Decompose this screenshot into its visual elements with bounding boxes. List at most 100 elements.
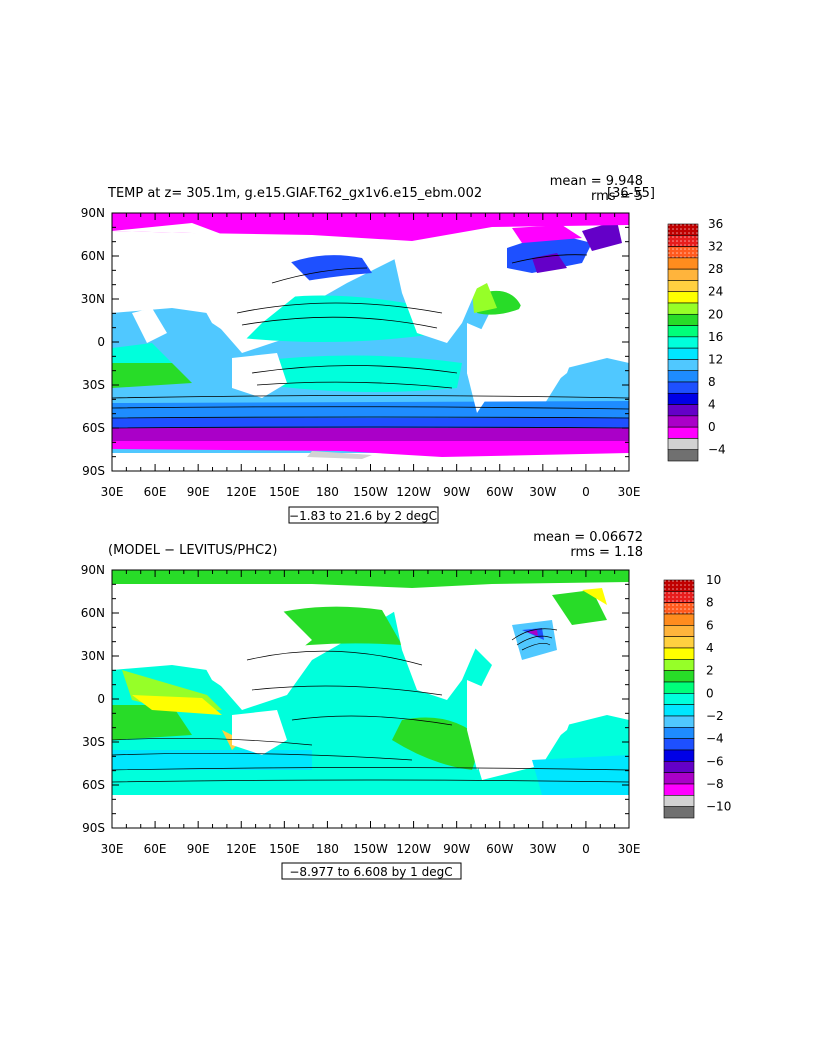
panel2-map (112, 570, 629, 828)
panel2-colorbar: 10 8 6 4 2 0 −2 −4 −6 −8 −10 (663, 573, 731, 819)
colorbar-label: 4 (706, 641, 714, 655)
panel2-rms: rms = 1.18 (570, 545, 643, 560)
y-tick-label: 60S (82, 778, 105, 792)
colorbar-swatch (663, 761, 695, 773)
x-tick-label: 60W (486, 842, 513, 856)
colorbar-swatch (663, 783, 695, 796)
panel2-range-label: −8.977 to 6.608 by 1 degC (289, 865, 452, 879)
colorbar-label: 16 (708, 330, 723, 344)
panel1-rms: rms = 5 (591, 189, 643, 204)
x-tick-label: 30E (101, 842, 124, 856)
y-tick-label: 60N (81, 606, 105, 620)
panel1-map (112, 213, 629, 471)
colorbar-label: 2 (706, 664, 714, 678)
colorbar-swatch (663, 772, 695, 785)
colorbar-label: 8 (706, 596, 714, 610)
colorbar-label: 24 (708, 285, 723, 299)
colorbar-swatch-hatch (668, 224, 698, 236)
colorbar-swatch (667, 359, 699, 372)
y-tick-label: 90N (81, 206, 105, 220)
colorbar-swatch (667, 302, 699, 315)
colorbar-swatch (667, 381, 699, 394)
colorbar-label: −4 (706, 732, 724, 746)
colorbar-swatch (663, 625, 695, 637)
colorbar-label: 4 (708, 398, 716, 412)
x-tick-label: 60E (144, 842, 167, 856)
colorbar-label: 12 (708, 352, 723, 366)
colorbar-swatch (667, 257, 699, 270)
colorbar-swatch (667, 268, 699, 281)
colorbar-label: 32 (708, 240, 723, 254)
colorbar-swatch (663, 704, 695, 717)
y-tick-label: 90S (82, 821, 105, 835)
colorbar-swatch (667, 415, 699, 428)
colorbar-label: −6 (706, 754, 724, 768)
y-tick-label: 90N (81, 563, 105, 577)
y-tick-label: 0 (97, 692, 105, 706)
colorbar-label: 0 (706, 686, 714, 700)
panel1-x-axis: 30E 60E 90E 120E 150E 180 150W 120W 90W 60W 30W 0 30… (101, 213, 640, 499)
x-tick-label: 30E (101, 485, 124, 499)
x-tick-label: 0 (582, 842, 590, 856)
x-tick-label: 0 (582, 485, 590, 499)
colorbar-swatch (663, 681, 695, 694)
colorbar-swatch (667, 347, 699, 360)
x-tick-label: 150W (353, 842, 388, 856)
x-tick-label: 90W (443, 842, 470, 856)
y-tick-label: 30N (81, 649, 105, 663)
panel1-colorbar: 36 32 28 24 20 16 12 8 4 0 −4 (667, 217, 726, 462)
y-tick-label: 0 (97, 335, 105, 349)
colorbar-swatch (663, 693, 695, 705)
colorbar-swatch (667, 438, 699, 451)
colorbar-label: −10 (706, 800, 731, 814)
colorbar-swatch (667, 291, 699, 304)
x-tick-label: 90E (187, 485, 210, 499)
colorbar-swatch (663, 749, 695, 762)
x-tick-label: 150W (353, 485, 388, 499)
y-tick-label: 60N (81, 249, 105, 263)
colorbar-swatch-hatch (668, 246, 698, 258)
colorbar-swatch (667, 280, 699, 293)
panel2-title: (MODEL − LEVITUS/PHC2) (108, 543, 277, 558)
x-tick-label: 90W (443, 485, 470, 499)
colorbar-swatch (667, 370, 699, 383)
colorbar-swatch (663, 727, 695, 739)
colorbar-label: 20 (708, 307, 723, 321)
colorbar-swatch-hatch (664, 580, 694, 592)
x-tick-label: 30W (529, 485, 556, 499)
colorbar-swatch (667, 313, 699, 326)
x-tick-label: 60E (144, 485, 167, 499)
colorbar-swatch (663, 806, 695, 819)
colorbar-label: 0 (708, 420, 716, 434)
colorbar-swatch (667, 325, 699, 338)
panel-difference: (MODEL − LEVITUS/PHC2) mean = 0.06672 rm… (81, 530, 731, 880)
colorbar-label: 10 (706, 573, 721, 587)
x-tick-label: 90E (187, 842, 210, 856)
panel2-mean: mean = 0.06672 (533, 530, 643, 545)
colorbar-label: −8 (706, 777, 724, 791)
colorbar-swatch (663, 636, 695, 649)
y-tick-label: 60S (82, 421, 105, 435)
panel1-range-label: −1.83 to 21.6 by 2 degC (289, 509, 437, 523)
x-tick-label: 120E (226, 485, 257, 499)
x-tick-label: 120E (226, 842, 257, 856)
panel2-y-axis: 90N 60N 30N 0 30S 60S 90S (81, 563, 629, 835)
panel-temperature: TEMP at z= 305.1m, g.e15.GIAF.T62_gx1v6.… (81, 174, 726, 524)
panel1-title-suffix: [36-55] (607, 186, 655, 201)
y-tick-label: 30N (81, 292, 105, 306)
x-tick-label: 150E (269, 485, 300, 499)
x-tick-label: 30E (618, 842, 641, 856)
colorbar-swatch-hatch (664, 602, 694, 614)
colorbar-label: 8 (708, 375, 716, 389)
y-tick-label: 30S (82, 378, 105, 392)
x-tick-label: 180 (316, 842, 339, 856)
colorbar-swatch (663, 613, 695, 626)
x-tick-label: 120W (396, 485, 431, 499)
colorbar-label: 6 (706, 618, 714, 632)
panel1-title: TEMP at z= 305.1m, g.e15.GIAF.T62_gx1v6.… (107, 186, 482, 201)
x-tick-label: 150E (269, 842, 300, 856)
colorbar-swatch (663, 738, 695, 751)
colorbar-swatch-hatch (664, 591, 694, 603)
colorbar-swatch (667, 392, 699, 405)
colorbar-label: −2 (706, 709, 724, 723)
